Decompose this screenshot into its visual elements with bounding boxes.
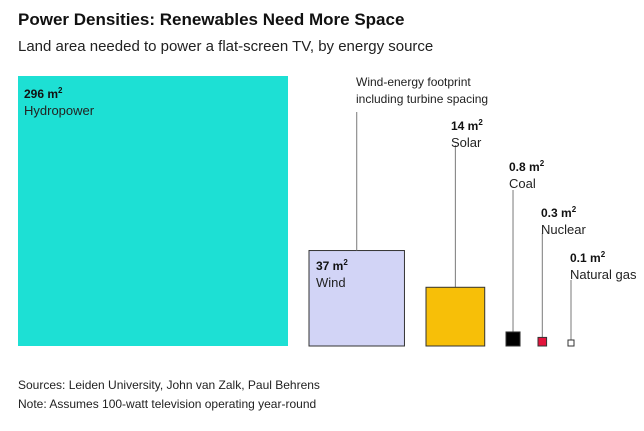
value-label-natural-gas: 0.1 m2 — [570, 250, 606, 265]
chart-title: Power Densities: Renewables Need More Sp… — [18, 10, 405, 29]
square-nuclear — [537, 336, 548, 347]
square-coal — [505, 331, 521, 347]
sources-note: Sources: Leiden University, John van Zal… — [18, 378, 320, 392]
assumption-note: Note: Assumes 100-watt television operat… — [18, 397, 317, 411]
square-natural-gas — [567, 339, 575, 347]
square-solar — [425, 286, 486, 347]
category-label-hydropower: Hydropower — [24, 103, 95, 118]
value-label-nuclear: 0.3 m2 — [541, 205, 577, 220]
category-label-natural-gas: Natural gas — [570, 267, 637, 282]
chart-canvas: 296 m2 Hydropower 37 m2 Wind 14 m2 Solar 0.8 m… — [18, 75, 637, 347]
square-hydropower — [18, 76, 288, 346]
category-label-coal: Coal — [509, 176, 536, 191]
category-label-wind: Wind — [316, 275, 346, 290]
value-label-wind: 37 m2 — [316, 258, 348, 273]
category-label-solar: Solar — [451, 135, 482, 150]
annotation-line-1: Wind-energy footprint — [356, 75, 471, 89]
value-label-coal: 0.8 m2 — [509, 159, 545, 174]
value-label-solar: 14 m2 — [451, 118, 483, 133]
annotation-line-2: including turbine spacing — [356, 92, 488, 106]
category-label-nuclear: Nuclear — [541, 222, 586, 237]
footnotes: Sources: Leiden University, John van Zal… — [18, 376, 320, 414]
chart-subtitle: Land area needed to power a flat-screen … — [18, 38, 434, 55]
value-label-hydropower: 296 m2 — [24, 86, 63, 101]
